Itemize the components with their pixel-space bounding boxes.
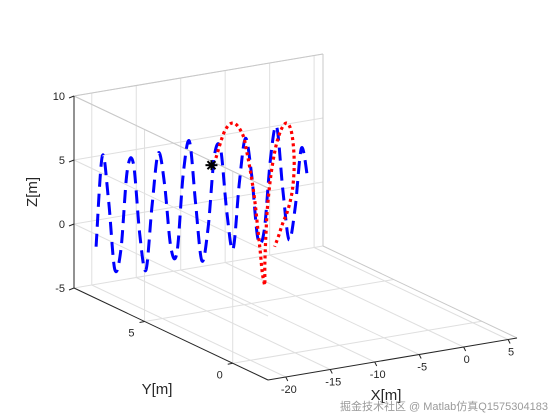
x-tick-mark xyxy=(285,376,289,382)
grid-line-x-floor xyxy=(136,277,331,370)
axes-box-edge xyxy=(73,53,324,97)
axes-box-edge xyxy=(73,95,269,189)
grid-line-z-backwall xyxy=(73,245,324,289)
x-tick-mark xyxy=(418,354,422,359)
x-tick-label: 5 xyxy=(508,347,514,359)
x-tick-mark xyxy=(374,361,378,367)
z-tick-mark xyxy=(68,223,75,227)
trajectory-line-blue-dashed xyxy=(94,124,310,274)
grid-line-x-floor xyxy=(91,284,286,378)
x-tick-label: -20 xyxy=(281,384,297,396)
grid-line-y-floor xyxy=(144,278,394,322)
axes-layer xyxy=(68,95,518,382)
x-tick-label: -10 xyxy=(370,369,386,381)
y-tick-label: 0 xyxy=(217,369,223,381)
grid-line-x-floor xyxy=(224,262,420,355)
axes-box-edge xyxy=(322,245,518,339)
z-tick-mark xyxy=(68,159,75,163)
x-tick-label: 0 xyxy=(464,354,470,366)
watermark-text: 掘金技术社区 @ Matlab仿真Q1575304183 xyxy=(340,399,548,413)
x-tick-mark xyxy=(507,339,511,344)
y-tick-label: 5 xyxy=(128,327,134,339)
x-tick-label: -15 xyxy=(325,377,341,389)
x-axis-line xyxy=(267,337,518,381)
tick-label-layer: -20 -15 -10 -5 0 5 0 5 -5 0 5 10 xyxy=(53,91,514,396)
y-tick-mark xyxy=(139,320,145,323)
y-axis-label: Y[m] xyxy=(142,381,173,398)
x-tick-label: -5 xyxy=(417,362,427,374)
grid-line-x-floor xyxy=(313,247,509,340)
point-marker xyxy=(205,160,218,171)
z-tick-label: 0 xyxy=(59,219,65,231)
z-tick-label: -5 xyxy=(55,283,65,295)
grid-layer xyxy=(73,53,518,381)
z-tick-mark xyxy=(68,287,75,291)
trajectory-line-red-dotted xyxy=(214,121,296,287)
grid-line-z-backwall xyxy=(73,117,324,161)
grid-line-x-floor xyxy=(180,269,375,363)
z-tick-label: 10 xyxy=(53,91,65,103)
series-layer xyxy=(94,121,310,287)
grid-line-y-floor xyxy=(232,320,482,364)
z-tick-mark xyxy=(68,95,75,99)
x-tick-mark xyxy=(463,346,467,352)
x-axis-label: X[m] xyxy=(371,387,402,404)
z-tick-label: 5 xyxy=(59,155,65,167)
grid-line-x-floor xyxy=(269,254,464,348)
x-tick-mark xyxy=(329,369,333,374)
z-axis-label: Z[m] xyxy=(24,177,41,207)
y-tick-mark xyxy=(227,362,233,365)
grid-line-z-sidewall xyxy=(73,223,269,317)
y-axis-line xyxy=(73,287,269,381)
